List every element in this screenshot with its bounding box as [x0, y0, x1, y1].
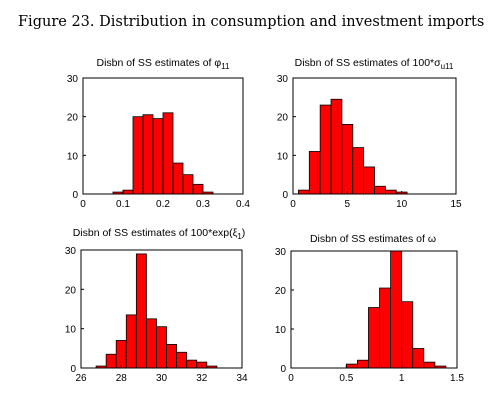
histogram-phi11: Disbn of SS estimates of φ11 0 0.1 0.2 0.3 0… [67, 57, 251, 210]
histogram-bar [423, 361, 436, 369]
histogram-bar [345, 363, 358, 369]
histogram-bar [182, 174, 194, 195]
histogram-bar [156, 326, 167, 369]
histogram-bar [319, 104, 332, 195]
y-tick-label: 30 [67, 74, 79, 85]
histogram-bar [368, 307, 380, 369]
x-tick-label: 0.2 [156, 199, 170, 210]
x-tick-label: 28 [116, 373, 128, 384]
panel-title-main: Disbn of SS estimates of φ [96, 57, 221, 69]
bars [112, 112, 214, 195]
y-tick-label: 0 [282, 190, 288, 201]
y-tick-label: 30 [277, 74, 289, 85]
panel-title-main: Disbn of SS estimates of 100*σ [295, 57, 441, 69]
histogram-bar [379, 287, 391, 369]
histogram-bar [132, 116, 144, 195]
histogram-bar [135, 253, 147, 369]
x-tick-label: 0.4 [236, 199, 250, 210]
ticks: 0 5 10 15 0 10 20 30 [277, 74, 462, 210]
x-tick-label: 26 [75, 373, 87, 384]
x-tick-label: 0 [288, 373, 294, 384]
y-tick-label: 20 [275, 286, 287, 297]
ticks: 0 0.1 0.2 0.3 0.4 0 10 20 30 [67, 74, 251, 210]
panel-title-subscript: 1 [237, 232, 242, 241]
ticks: 0 0.5 1 1.5 0 10 20 30 [275, 247, 465, 384]
histogram-bar [412, 348, 425, 369]
histogram-bar [192, 183, 204, 195]
y-tick-label: 0 [280, 364, 286, 375]
x-tick-label: 1.5 [450, 373, 464, 384]
histogram-bar [341, 124, 354, 195]
x-tick-label: 5 [345, 199, 351, 210]
y-tick-label: 10 [275, 325, 287, 336]
histogram-bar [374, 185, 386, 195]
axes-box [290, 250, 458, 369]
x-tick-label: 0 [290, 199, 296, 210]
histogram-bar [352, 147, 365, 195]
y-tick-label: 0 [72, 190, 78, 201]
histogram-bar [172, 162, 184, 195]
x-tick-label: 34 [236, 373, 248, 384]
bars [95, 253, 218, 369]
histogram-bar [142, 114, 154, 195]
histogram-bar [298, 189, 310, 195]
x-tick-label: 30 [156, 373, 168, 384]
x-tick-label: 1 [399, 373, 405, 384]
panel-title-main: Disbn of SS estimates of 100*exp(ξ [73, 227, 238, 239]
y-tick-label: 10 [67, 151, 79, 162]
histogram-bar [166, 343, 177, 369]
x-tick-label: 15 [450, 199, 462, 210]
panel-title-suffix: ) [242, 227, 246, 239]
histogram-bar [152, 118, 164, 195]
histogram-bar [401, 301, 414, 369]
panel-title-main: Disbn of SS estimates of ω [310, 233, 436, 245]
x-tick-label: 0.5 [339, 373, 353, 384]
panel-title-subscript: u11 [441, 62, 454, 71]
y-tick-label: 0 [70, 364, 76, 375]
bars [298, 98, 408, 195]
panel-title: Disbn of SS estimates of ω [310, 233, 436, 245]
panel-title-subscript: 11 [221, 62, 230, 71]
x-tick-label: 0 [80, 199, 86, 210]
y-tick-label: 20 [277, 113, 289, 124]
histogram-bar [105, 353, 117, 369]
x-tick-label: 32 [196, 373, 208, 384]
histogram-bar [186, 359, 198, 369]
histogram-bar [384, 189, 397, 195]
histogram-exp-xi1: Disbn of SS estimates of 100*exp(ξ1) 26 2… [65, 227, 248, 384]
figure-title: Figure 23. Distribution in consumption a… [18, 14, 484, 30]
histogram-bar [125, 314, 137, 369]
x-tick-label: 0.3 [196, 199, 210, 210]
histogram-omega: Disbn of SS estimates of ω 0 0.5 1 1.5 0 10 20… [275, 233, 465, 384]
x-tick-label: 0.1 [116, 199, 130, 210]
y-tick-label: 30 [65, 246, 77, 257]
y-tick-label: 10 [277, 151, 289, 162]
histogram-bar [330, 98, 343, 195]
panel-title: Disbn of SS estimates of 100*exp(ξ1) [73, 227, 246, 241]
y-tick-label: 20 [67, 113, 79, 124]
bars [345, 250, 447, 369]
histogram-bar [122, 189, 134, 195]
ticks: 26 28 30 32 34 0 10 20 30 [65, 246, 248, 384]
y-tick-label: 30 [275, 247, 287, 258]
histogram-bar [363, 166, 375, 195]
histogram-bar [146, 318, 157, 369]
histogram-bar [390, 250, 403, 369]
x-tick-label: 10 [396, 199, 408, 210]
histogram-bar [176, 351, 188, 369]
y-tick-label: 20 [65, 285, 77, 296]
panel-title: Disbn of SS estimates of 100*σu11 [295, 57, 454, 71]
axes-box [292, 77, 457, 195]
histogram-bar [356, 359, 369, 369]
histogram-sigma-u11: Disbn of SS estimates of 100*σu11 0 5 10 15… [277, 57, 462, 210]
histogram-bar [308, 151, 321, 195]
panel-title: Disbn of SS estimates of φ11 [96, 57, 230, 71]
y-tick-label: 10 [65, 325, 77, 336]
histogram-bar [162, 112, 174, 195]
histogram-bar [115, 340, 127, 369]
